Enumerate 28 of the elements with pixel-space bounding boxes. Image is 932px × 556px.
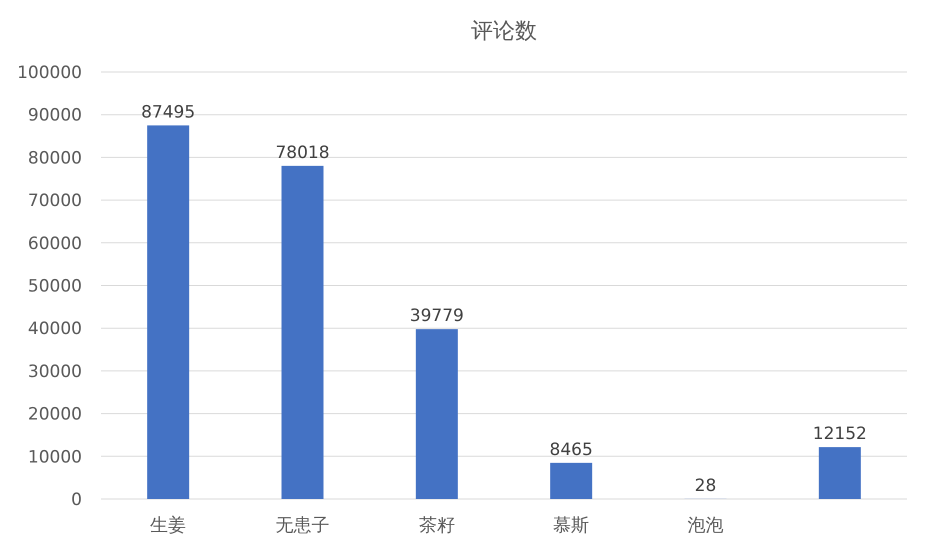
bar [282,166,324,499]
bar [147,125,190,499]
data-label: 8465 [550,440,593,460]
data-label: 12152 [812,424,867,444]
data-label: 39779 [410,306,464,326]
y-tick-label: 0 [71,490,82,510]
y-tick-label: 80000 [28,148,82,168]
bar [550,462,592,499]
data-label: 78018 [275,142,330,163]
y-tick-label: 100000 [17,63,82,83]
data-label: 28 [694,476,716,496]
y-tick-label: 30000 [28,362,82,382]
y-tick-label: 20000 [28,404,82,425]
y-tick-label: 50000 [28,276,82,296]
bar [818,447,861,499]
x-tick-label: 生姜 [150,515,186,536]
y-tick-label: 70000 [28,191,82,212]
y-tick-label: 10000 [28,447,82,468]
y-tick-label: 60000 [28,234,82,254]
x-tick-label: 泡泡 [688,515,724,536]
y-tick-label: 40000 [28,319,82,340]
x-tick-label: 无患子 [276,515,330,536]
chart-title: 评论数 [471,19,537,44]
x-tick-label: 慕斯 [553,515,590,536]
y-tick-label: 90000 [28,106,82,126]
x-tick-label: 茶籽 [418,515,455,536]
data-label: 87495 [141,102,196,122]
bar [416,329,458,499]
